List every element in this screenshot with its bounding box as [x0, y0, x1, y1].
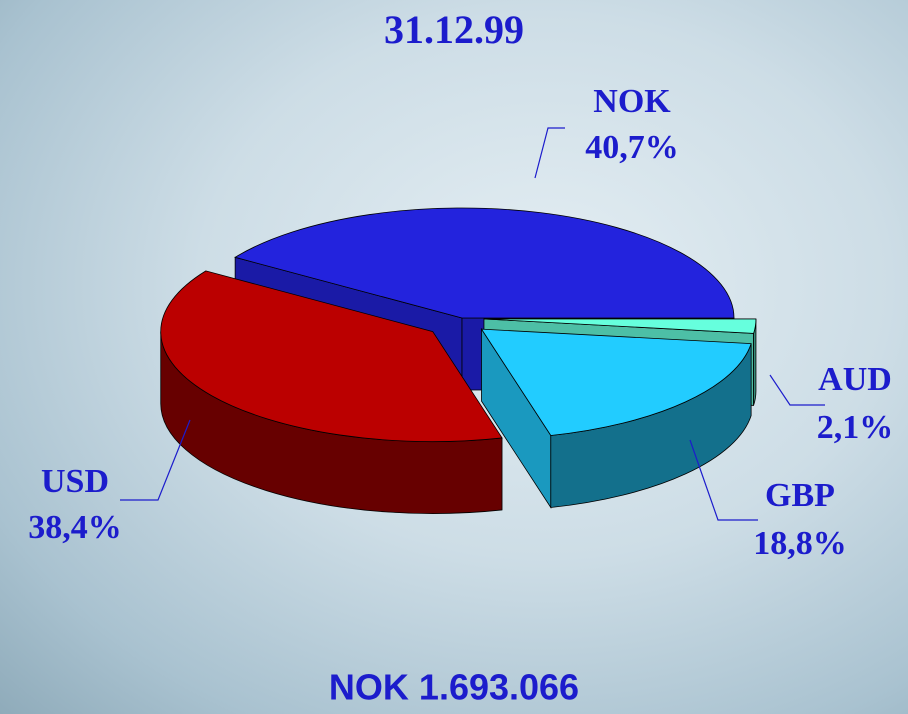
slice-category: NOK	[593, 83, 671, 120]
slice-value-label: 18,8%	[753, 525, 847, 562]
slice-value-label: 40,7%	[585, 129, 679, 166]
slice-category: GBP	[765, 477, 835, 514]
chart-title: 31.12.99	[384, 7, 524, 52]
slice-value-label: 2,1%	[817, 409, 894, 446]
slide: 31.12.99 NOK 1.693.066 NOK 40,7% AUD 2,1% GB…	[0, 0, 908, 714]
slice-category: USD	[41, 463, 109, 500]
chart: 31.12.99 NOK 1.693.066 NOK 40,7% AUD 2,1% GB…	[0, 0, 908, 714]
leader-line	[770, 375, 825, 405]
slice-value-label: 38,4%	[28, 509, 122, 546]
slice-category: AUD	[818, 361, 892, 398]
total-note: NOK 1.693.066	[329, 667, 579, 708]
leader-line	[535, 128, 565, 178]
